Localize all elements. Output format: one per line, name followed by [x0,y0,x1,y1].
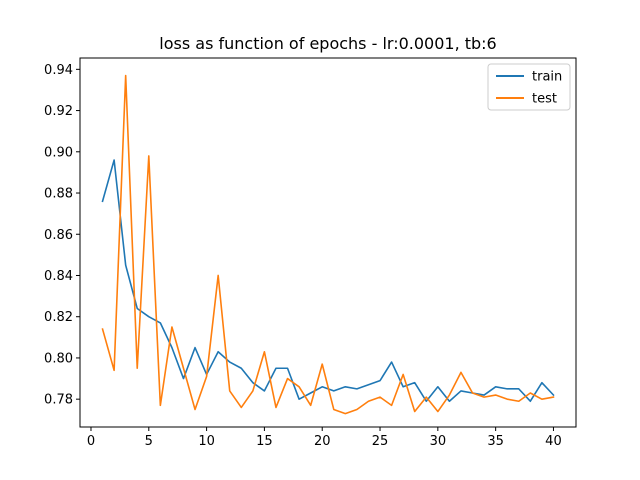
y-tick-label: 0.80 [44,351,73,366]
x-tick-label: 35 [487,434,504,449]
y-axis: 0.78 0.80 0.82 0.84 0.86 0.88 0.90 0.92 0.94 [44,63,80,408]
x-tick-label: 0 [87,434,95,449]
y-tick-label: 0.90 [44,145,73,160]
x-tick-label: 10 [198,434,215,449]
series-line-train [101,159,555,403]
plot-lines [101,74,555,415]
legend-label-test: test [532,92,557,107]
series-line-test [101,74,555,415]
x-tick-label: 40 [545,434,562,449]
plot-frame [79,57,577,428]
x-tick-label: 25 [372,434,389,449]
y-tick-label: 0.82 [44,310,73,325]
chart-title: loss as function of epochs - lr:0.0001, … [159,34,496,53]
y-tick-label: 0.94 [44,63,73,78]
y-tick-label: 0.84 [44,269,73,284]
y-tick-label: 0.92 [44,104,73,119]
y-tick-label: 0.78 [44,393,73,408]
y-tick-label: 0.88 [44,187,73,202]
legend: train test [487,63,571,111]
y-tick-label: 0.86 [44,228,73,243]
x-tick-label: 5 [145,434,153,449]
x-tick-label: 15 [256,434,273,449]
x-axis: 0 5 10 15 20 25 30 35 40 [87,427,562,449]
x-tick-label: 30 [430,434,447,449]
x-tick-label: 20 [314,434,331,449]
legend-label-train: train [532,70,562,85]
